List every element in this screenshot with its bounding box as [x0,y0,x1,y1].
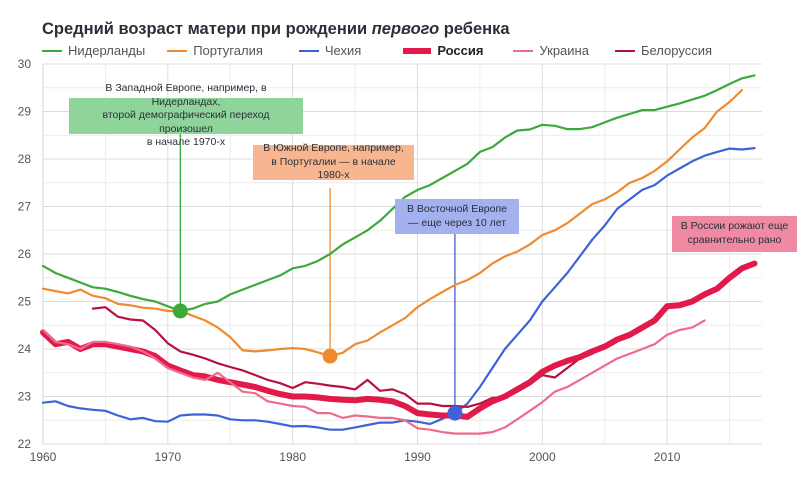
title-italic: первого [371,20,440,38]
legend-item[interactable]: Чехия [298,43,362,58]
annotation-text-line: В Южной Европе, например, [263,142,404,155]
annotation-east: В Восточной Европе — еще через 10 лет [395,199,519,234]
y-tick-label: 29 [18,105,32,119]
series-line-Чехия [41,147,756,431]
legend-swatch [167,49,188,52]
legend-label: Белоруссия [640,43,712,58]
marker-Нидерланды [172,303,188,319]
legend-swatch [614,49,635,52]
title-text-end: ребенка [439,20,510,38]
y-tick-label: 27 [18,200,32,214]
annotation-west: В Западной Европе, например, в Нидерланд… [69,82,303,148]
annotation-text-line: второй демографический переход произошел [102,109,270,135]
annotation-text-line: В России рожают еще [680,220,789,233]
legend-label: Россия [437,43,484,58]
annotation-south: В Южной Европе, например, в Португалии — … [253,142,414,182]
series-line-Россия [40,260,758,420]
legend-swatch [298,49,319,52]
annotation-text-line: в начале 1970-х [146,136,226,149]
legend-item[interactable]: Россия [403,43,483,58]
legend-swatch [513,49,534,52]
x-tick-label: 1980 [279,450,306,464]
annotation-russia: В России рожают еще сравнительно рано [672,216,797,252]
annotation-text-line: — еще через 10 лет [407,216,507,229]
legend-swatch [403,47,432,54]
y-tick-label: 28 [18,152,32,166]
legend-item[interactable]: Белоруссия [614,43,712,58]
y-tick-label: 22 [18,437,32,451]
series-line-Украина [41,319,706,435]
y-tick-label: 30 [18,57,32,71]
x-tick-label: 1960 [30,450,57,464]
legend-item[interactable]: Нидерланды [42,43,145,58]
x-tick-label: 2010 [654,450,681,464]
legend-label: Португалия [193,43,263,58]
legend: Нидерланды Португалия Чехия Россия Украина Бе… [42,43,712,58]
legend-label: Чехия [324,43,362,58]
annotation-text-line: В Западной Европе, например, в Нидерланд… [105,81,267,108]
x-tick-label: 2000 [529,450,556,464]
title-text: Средний возраст матери при рождении [42,20,372,38]
y-tick-label: 25 [18,295,32,309]
chart-title: Средний возраст матери при рождении перв… [42,20,510,39]
legend-swatch [42,49,62,52]
annotation-text-line: в Португалии — в начале 1980-х [271,155,396,182]
legend-label: Нидерланды [68,43,146,58]
legend-item[interactable]: Португалия [167,43,263,58]
series-line-Португалия [41,88,744,358]
x-tick-label: 1970 [154,450,181,464]
annotation-text-line: В Восточной Европе [407,202,507,215]
y-tick-label: 26 [18,247,32,261]
x-tick-label: 1990 [404,450,431,464]
marker-Чехия [447,405,463,421]
marker-Португалия [322,348,338,364]
y-tick-label: 24 [18,342,32,356]
y-tick-label: 23 [18,390,32,404]
legend-label: Украина [539,43,589,58]
annotation-text-line: сравнительно рано [687,234,782,246]
legend-item[interactable]: Украина [513,43,589,58]
